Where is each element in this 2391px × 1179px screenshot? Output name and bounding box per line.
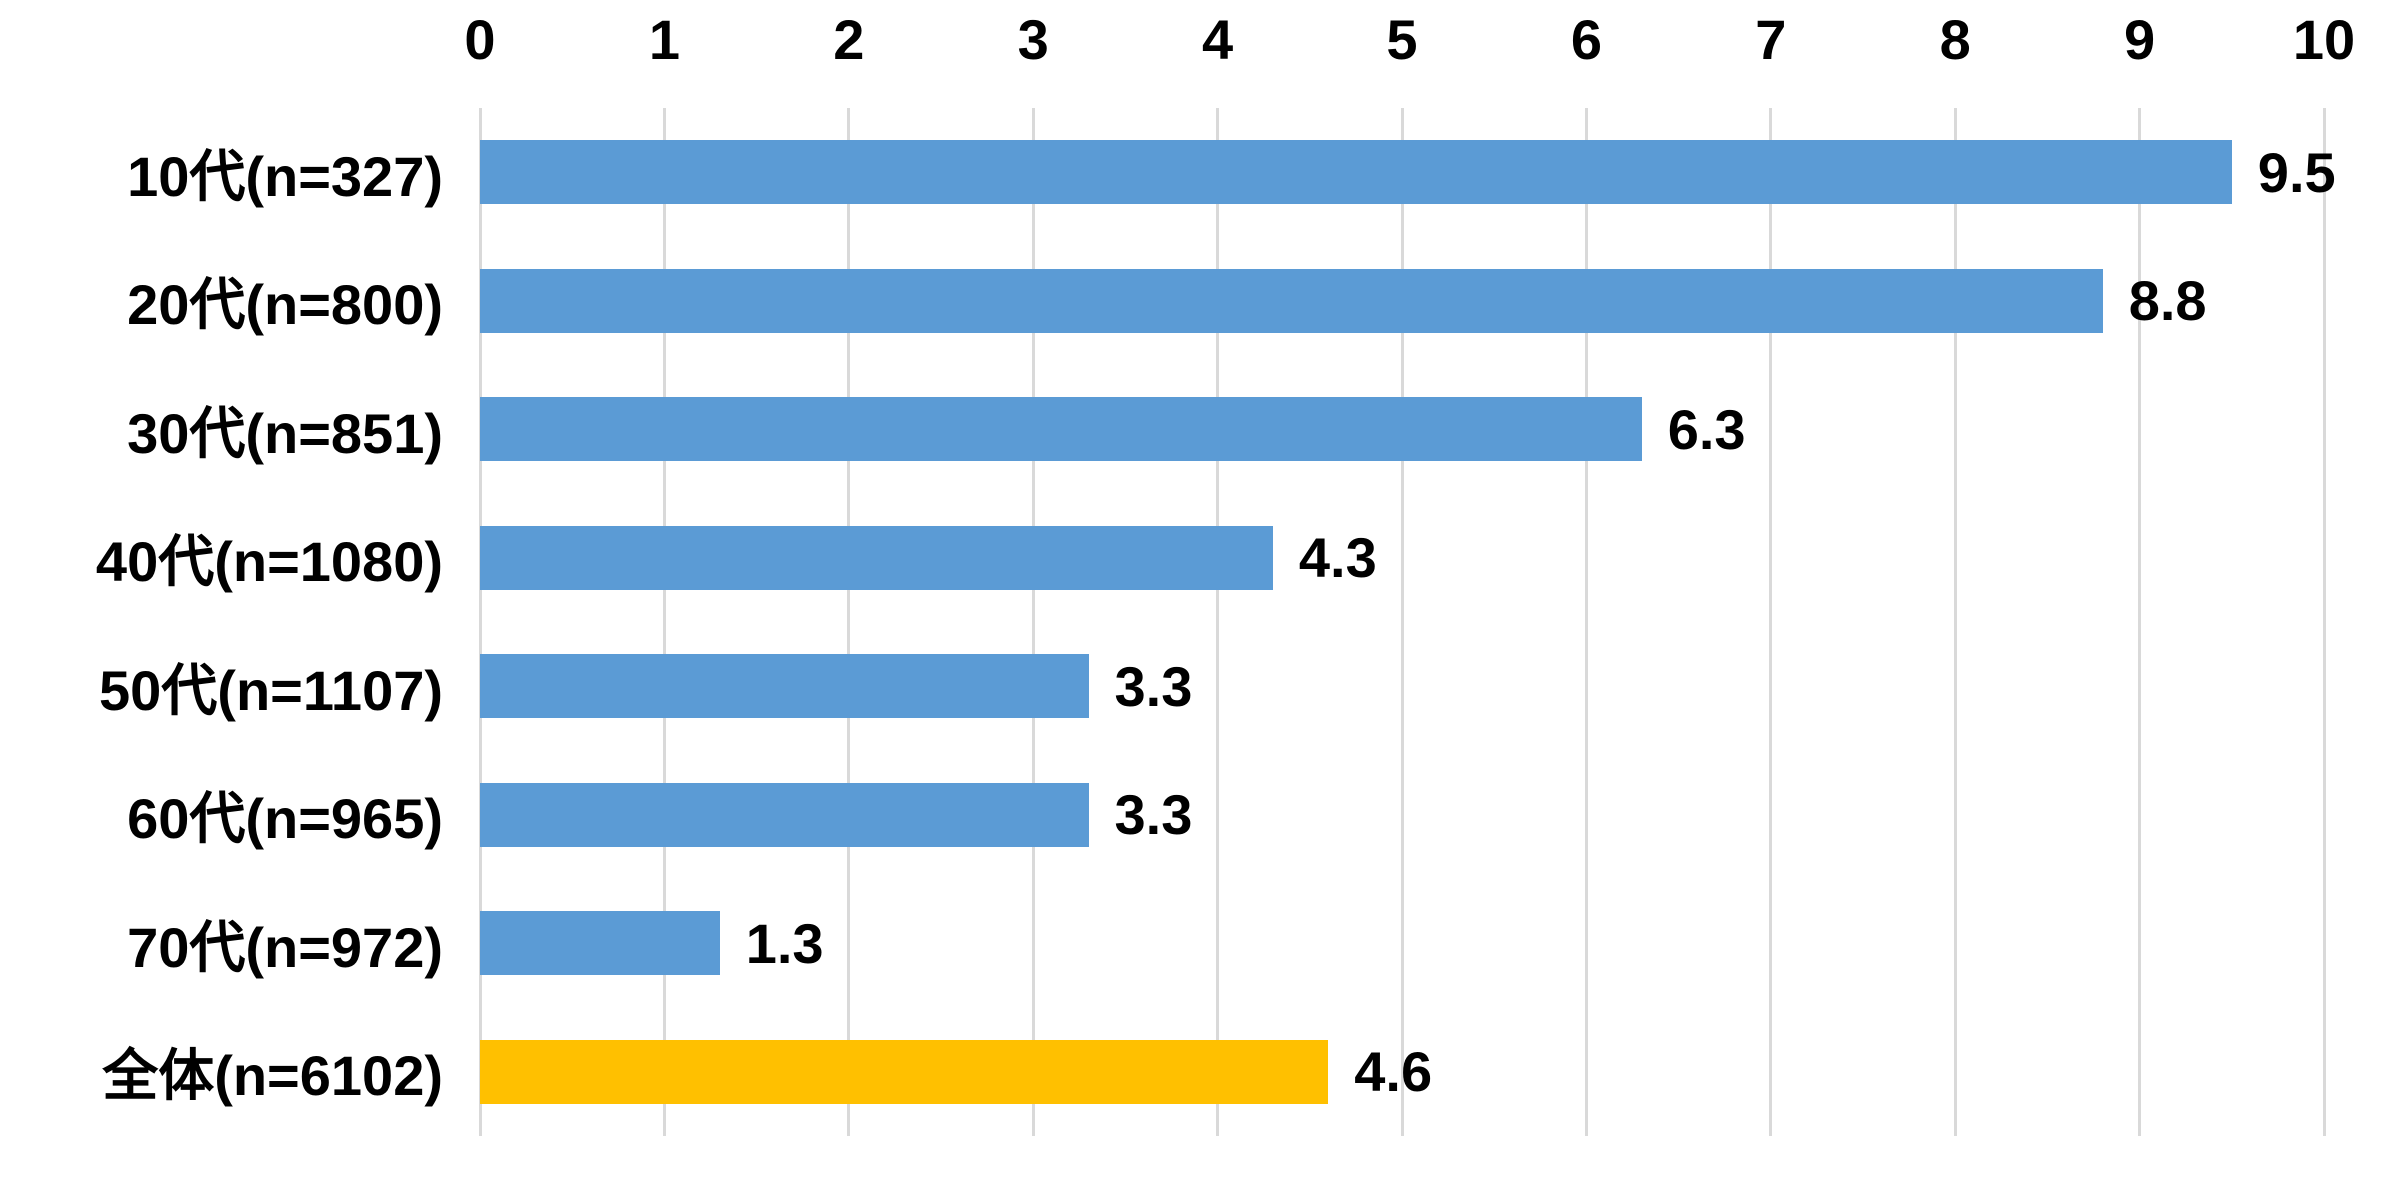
category-label: 全体(n=6102): [102, 1044, 443, 1108]
gridline-0: [478, 108, 482, 1136]
bar-segment: [480, 911, 720, 976]
gridline-5: [1400, 108, 1404, 1136]
gridline-1: [662, 108, 666, 1136]
bar-segment: [480, 782, 1089, 847]
gridline-3: [1031, 108, 1035, 1136]
data-value-label: 4.6: [1354, 1040, 1433, 1104]
data-value-label: 1.3: [745, 911, 824, 975]
category-label: 40代(n=1080): [95, 530, 443, 594]
gridline-9: [2138, 108, 2142, 1136]
gridline-2: [847, 108, 851, 1136]
x-axis-tick-8: 8: [1939, 8, 1971, 71]
bar-segment: [480, 397, 1642, 462]
bar-segment: [480, 140, 2232, 205]
x-axis-tick-1: 1: [648, 8, 680, 71]
bar-segment: [480, 654, 1089, 719]
data-value-label: 3.3: [1114, 783, 1193, 847]
data-value-label: 8.8: [2128, 269, 2207, 333]
x-axis-tick-9: 9: [2124, 8, 2156, 71]
bar-segment: [480, 1039, 1329, 1104]
x-axis-tick-5: 5: [1386, 8, 1418, 71]
category-label: 10代(n=327): [127, 144, 443, 208]
gridline-6: [1584, 108, 1588, 1136]
data-value-label: 4.3: [1298, 526, 1377, 590]
data-value-label: 3.3: [1114, 654, 1193, 718]
x-axis-tick-2: 2: [833, 8, 865, 71]
data-value-label: 9.5: [2257, 140, 2336, 204]
category-label: 30代(n=851): [127, 401, 443, 465]
bar-segment: [480, 268, 2103, 333]
category-label: 60代(n=965): [127, 787, 443, 851]
x-axis-tick-7: 7: [1755, 8, 1787, 71]
bar-segment: [480, 525, 1273, 590]
category-label: 70代(n=972): [127, 915, 443, 979]
gridline-7: [1769, 108, 1773, 1136]
category-label: 50代(n=1107): [99, 658, 443, 722]
gridline-10: [2322, 108, 2326, 1136]
x-axis-tick-10: 10: [2292, 8, 2356, 71]
x-axis-tick-4: 4: [1202, 8, 1234, 71]
x-axis-tick-6: 6: [1570, 8, 1602, 71]
gridline-8: [1953, 108, 1957, 1136]
category-label: 20代(n=800): [127, 273, 443, 337]
x-axis-tick-0: 0: [464, 8, 496, 71]
data-value-label: 6.3: [1667, 397, 1746, 461]
gridline-4: [1216, 108, 1220, 1136]
x-axis-tick-3: 3: [1017, 8, 1049, 71]
